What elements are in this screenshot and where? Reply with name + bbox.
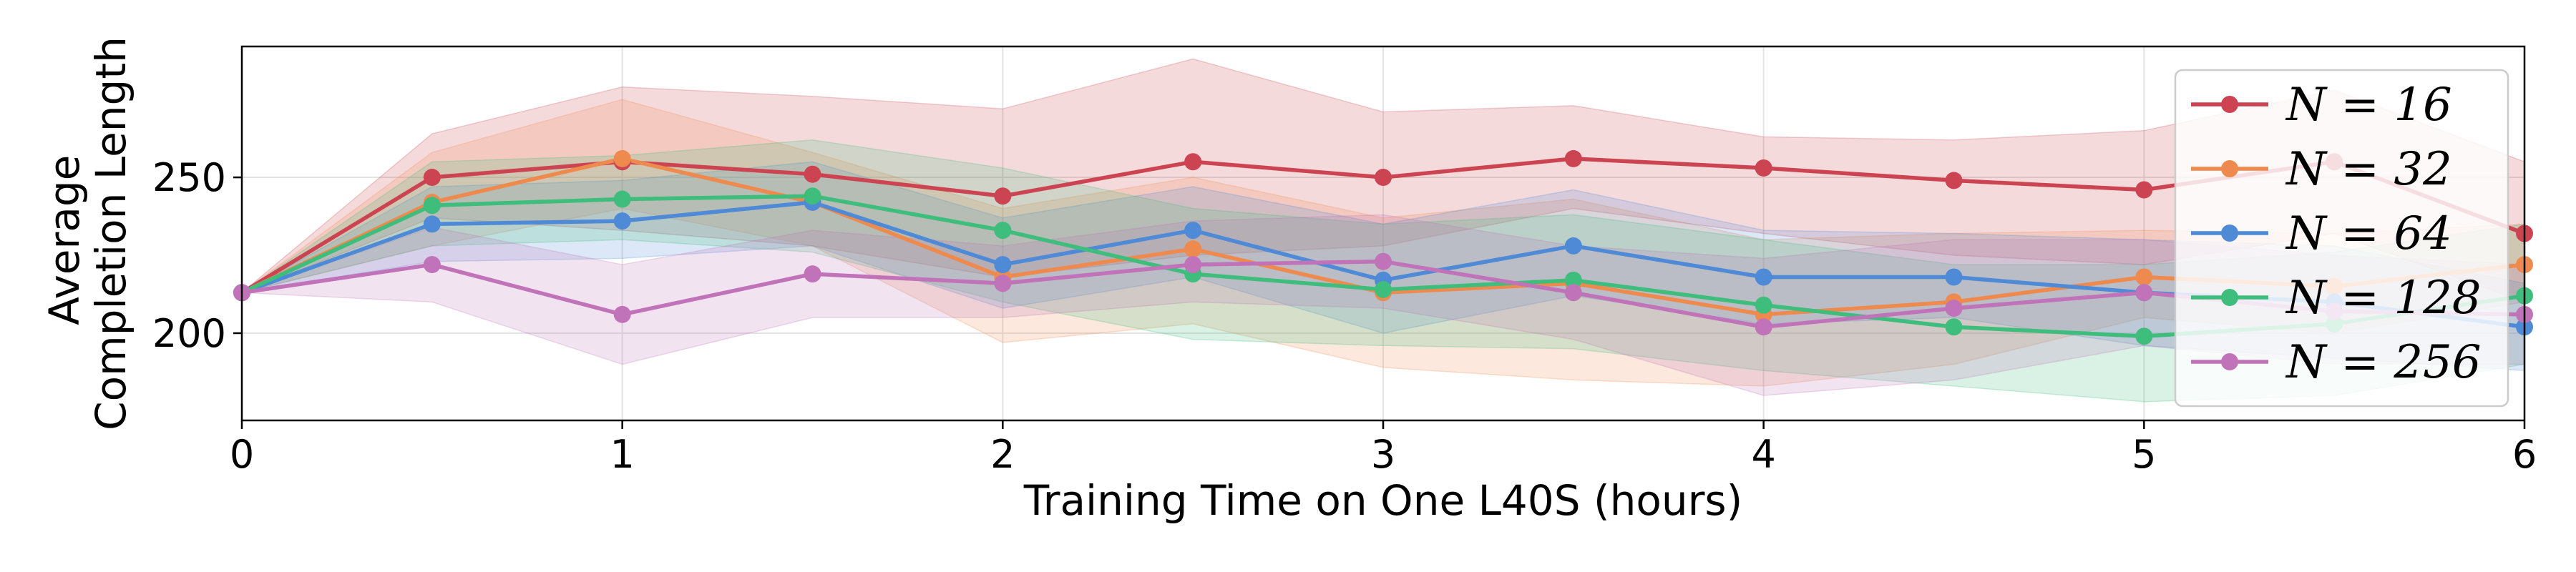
legend-label: N = 16 <box>2285 79 2452 132</box>
legend-swatch-marker <box>2221 353 2238 370</box>
data-point-series-0 <box>1755 159 1772 177</box>
legend-label: N = 32 <box>2285 143 2452 196</box>
data-point-series-4 <box>1945 300 1963 317</box>
data-point-series-3 <box>1375 280 1392 298</box>
x-tick-label: 1 <box>610 432 634 477</box>
data-point-series-4 <box>1564 284 1582 302</box>
data-point-series-0 <box>2135 181 2153 199</box>
legend-swatch-marker <box>2221 225 2238 242</box>
data-point-series-3 <box>1564 271 1582 289</box>
x-tick-label: 6 <box>2512 432 2537 477</box>
data-point-series-2 <box>994 256 1012 274</box>
legend-swatch-marker <box>2221 160 2238 177</box>
data-point-series-4 <box>1184 256 1202 274</box>
data-point-series-0 <box>994 187 1012 205</box>
legend-swatch-marker <box>2221 96 2238 113</box>
data-point-series-2 <box>1755 268 1772 286</box>
legend-label: N = 128 <box>2285 272 2481 325</box>
data-point-series-3 <box>1755 296 1772 314</box>
data-point-series-2 <box>1184 222 1202 240</box>
x-tick-label: 0 <box>230 432 254 477</box>
data-point-series-1 <box>2135 268 2153 286</box>
y-tick-label: 200 <box>152 311 226 356</box>
data-point-series-4 <box>613 305 631 323</box>
data-point-series-1 <box>613 149 631 167</box>
data-point-series-3 <box>994 222 1012 240</box>
x-tick-label: 5 <box>2132 432 2156 477</box>
x-tick-label: 3 <box>1371 432 1395 477</box>
data-point-series-2 <box>423 215 441 233</box>
y-axis-label-line-2: Completion Length <box>87 36 135 430</box>
data-point-series-0 <box>1375 169 1392 187</box>
x-axis-label: Training Time on One L40S (hours) <box>1023 476 1743 525</box>
data-point-series-4 <box>1755 318 1772 336</box>
y-axis-label-line-1: Average <box>40 155 89 325</box>
data-point-series-4 <box>423 256 441 274</box>
x-tick-label: 2 <box>990 432 1015 477</box>
data-point-series-3 <box>613 190 631 208</box>
data-point-series-4 <box>2135 284 2153 302</box>
data-point-series-0 <box>1564 149 1582 167</box>
data-point-series-3 <box>1945 318 1963 336</box>
legend-label: N = 256 <box>2285 336 2481 389</box>
legend: N = 16 N = 32 N = 64 N = 128 N = 256 <box>2174 69 2509 408</box>
data-point-series-2 <box>613 212 631 230</box>
data-point-series-2 <box>1945 268 1963 286</box>
data-point-series-1 <box>1184 240 1202 258</box>
data-point-series-3 <box>423 197 441 214</box>
legend-box <box>2174 69 2509 408</box>
data-point-series-3 <box>804 187 821 205</box>
axis-ticks: 0 1 2 3 4 5 6 200 250 <box>152 155 2537 477</box>
data-point-series-0 <box>804 165 821 183</box>
legend-label: N = 64 <box>2285 207 2452 260</box>
y-axis-label: Average Completion Length <box>40 36 135 430</box>
data-point-series-3 <box>2135 327 2153 345</box>
data-point-series-2 <box>1564 237 1582 255</box>
x-tick-label: 4 <box>1751 432 1775 477</box>
legend-swatch-marker <box>2221 289 2238 306</box>
series-markers <box>233 149 2533 345</box>
data-point-series-0 <box>423 169 441 187</box>
y-tick-label: 250 <box>152 155 226 200</box>
data-point-series-4 <box>1375 252 1392 270</box>
data-point-series-4 <box>804 265 821 283</box>
data-point-series-0 <box>1184 153 1202 171</box>
data-point-series-4 <box>994 275 1012 292</box>
data-point-series-0 <box>1945 172 1963 189</box>
